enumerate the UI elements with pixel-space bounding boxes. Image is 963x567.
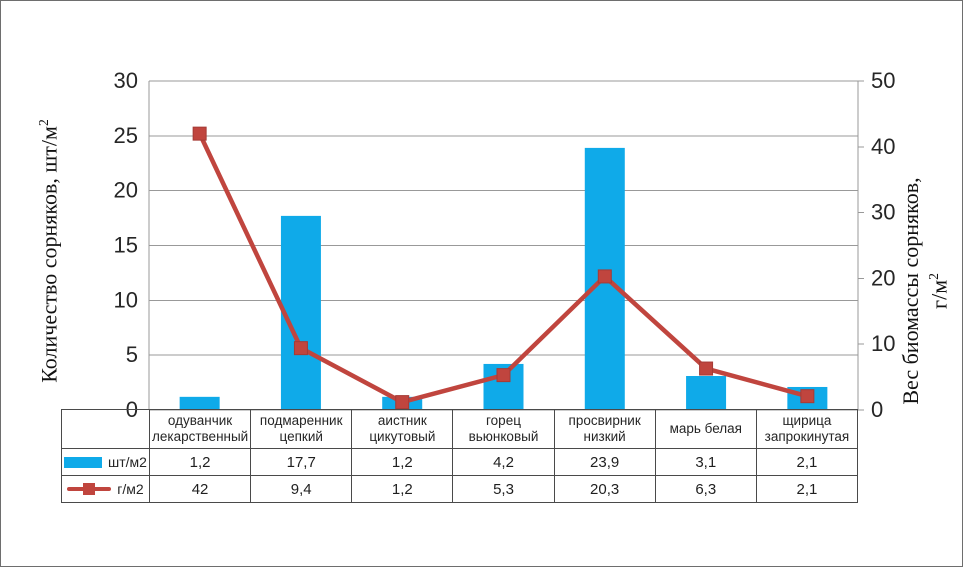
right-axis-tick-label: 50: [871, 68, 895, 93]
left-axis-title: Количество сорняков, шт/м2: [32, 71, 62, 431]
value-cell: 1,2: [351, 475, 454, 503]
line-series-row: г/м2 42 9,4 1,2 5,3 20,3 6,3 2,1: [61, 475, 859, 503]
line-marker: [395, 395, 410, 410]
value-cell: 2,1: [755, 475, 859, 503]
bar: [686, 376, 727, 410]
value-cell: 6,3: [654, 475, 757, 503]
value-cell: 9,4: [250, 475, 353, 503]
value-cell: 2,1: [755, 448, 859, 476]
right-axis-title-line1: Вес биомассы сорняков,: [898, 177, 923, 405]
right-axis-tick-label: 20: [871, 265, 895, 290]
value-cell: 3,1: [654, 448, 757, 476]
line-series-swatch-icon: [67, 483, 112, 495]
bar-series-swatch-icon: [64, 456, 103, 468]
value-cell: 1,2: [351, 448, 454, 476]
gridlines: [149, 80, 858, 411]
category-cell: аистник цикутовый: [351, 409, 454, 449]
line-marker: [800, 389, 815, 404]
category-cell: щирица запрокинутая: [755, 409, 859, 449]
line-series: [192, 126, 815, 410]
value-cell: 20,3: [553, 475, 656, 503]
category-cell: одуванчик лекарственный: [148, 409, 252, 449]
left-axis-title-text: Количество сорняков, шт/м: [36, 126, 62, 383]
empty-corner-cell: [61, 409, 150, 449]
right-axis-tick-label: 40: [871, 134, 895, 159]
category-header-row: одуванчик лекарственный подмаренник цепк…: [61, 409, 859, 449]
category-cell: подмаренник цепкий: [250, 409, 353, 449]
line-marker: [597, 269, 612, 284]
right-axis-tick-labels: 0 10 20 30 40 50: [871, 68, 895, 422]
bar-series-row: шт/м2 1,2 17,7 1,2 4,2 23,9 3,1 2,1: [61, 448, 859, 476]
legend-cell-line-series: г/м2: [61, 475, 150, 503]
bar-series-label: шт/м2: [108, 454, 147, 470]
line-marker: [699, 361, 714, 376]
right-axis-title-line2: г/м2: [926, 273, 952, 309]
left-axis-title-sup: 2: [36, 119, 51, 127]
value-cell: 17,7: [250, 448, 353, 476]
line-series-label: г/м2: [117, 481, 144, 497]
legend-cell-bar-series: шт/м2: [61, 448, 150, 476]
axis-lines: [148, 80, 864, 411]
left-axis-tick-label: 25: [114, 123, 138, 148]
value-cell: 23,9: [553, 448, 656, 476]
bar: [179, 396, 220, 410]
category-cell: горец вьюнковый: [452, 409, 555, 449]
value-cell: 42: [148, 475, 252, 503]
right-axis-tick-label: 30: [871, 200, 895, 225]
right-axis-title: Вес биомассы сорняков, г/м2: [898, 111, 952, 471]
left-axis-tick-label: 5: [126, 342, 138, 367]
left-axis-tick-label: 30: [114, 68, 138, 93]
right-axis-tick-label: 10: [871, 331, 895, 356]
left-axis-tick-label: 15: [114, 233, 138, 258]
value-cell: 4,2: [452, 448, 555, 476]
bar: [280, 215, 321, 410]
category-cell: просвирник низкий: [553, 409, 656, 449]
right-axis-title-sup: 2: [926, 273, 941, 280]
left-axis-tick-label: 10: [114, 287, 138, 312]
value-cell: 5,3: [452, 475, 555, 503]
line-marker: [192, 126, 207, 141]
line-marker: [496, 368, 511, 383]
line-marker: [293, 341, 308, 356]
right-axis-tick-label: 0: [871, 397, 883, 422]
category-cell: марь белая: [654, 409, 757, 449]
left-axis-tick-label: 20: [114, 178, 138, 203]
value-cell: 1,2: [148, 448, 252, 476]
data-table: одуванчик лекарственный подмаренник цепк…: [61, 409, 859, 503]
